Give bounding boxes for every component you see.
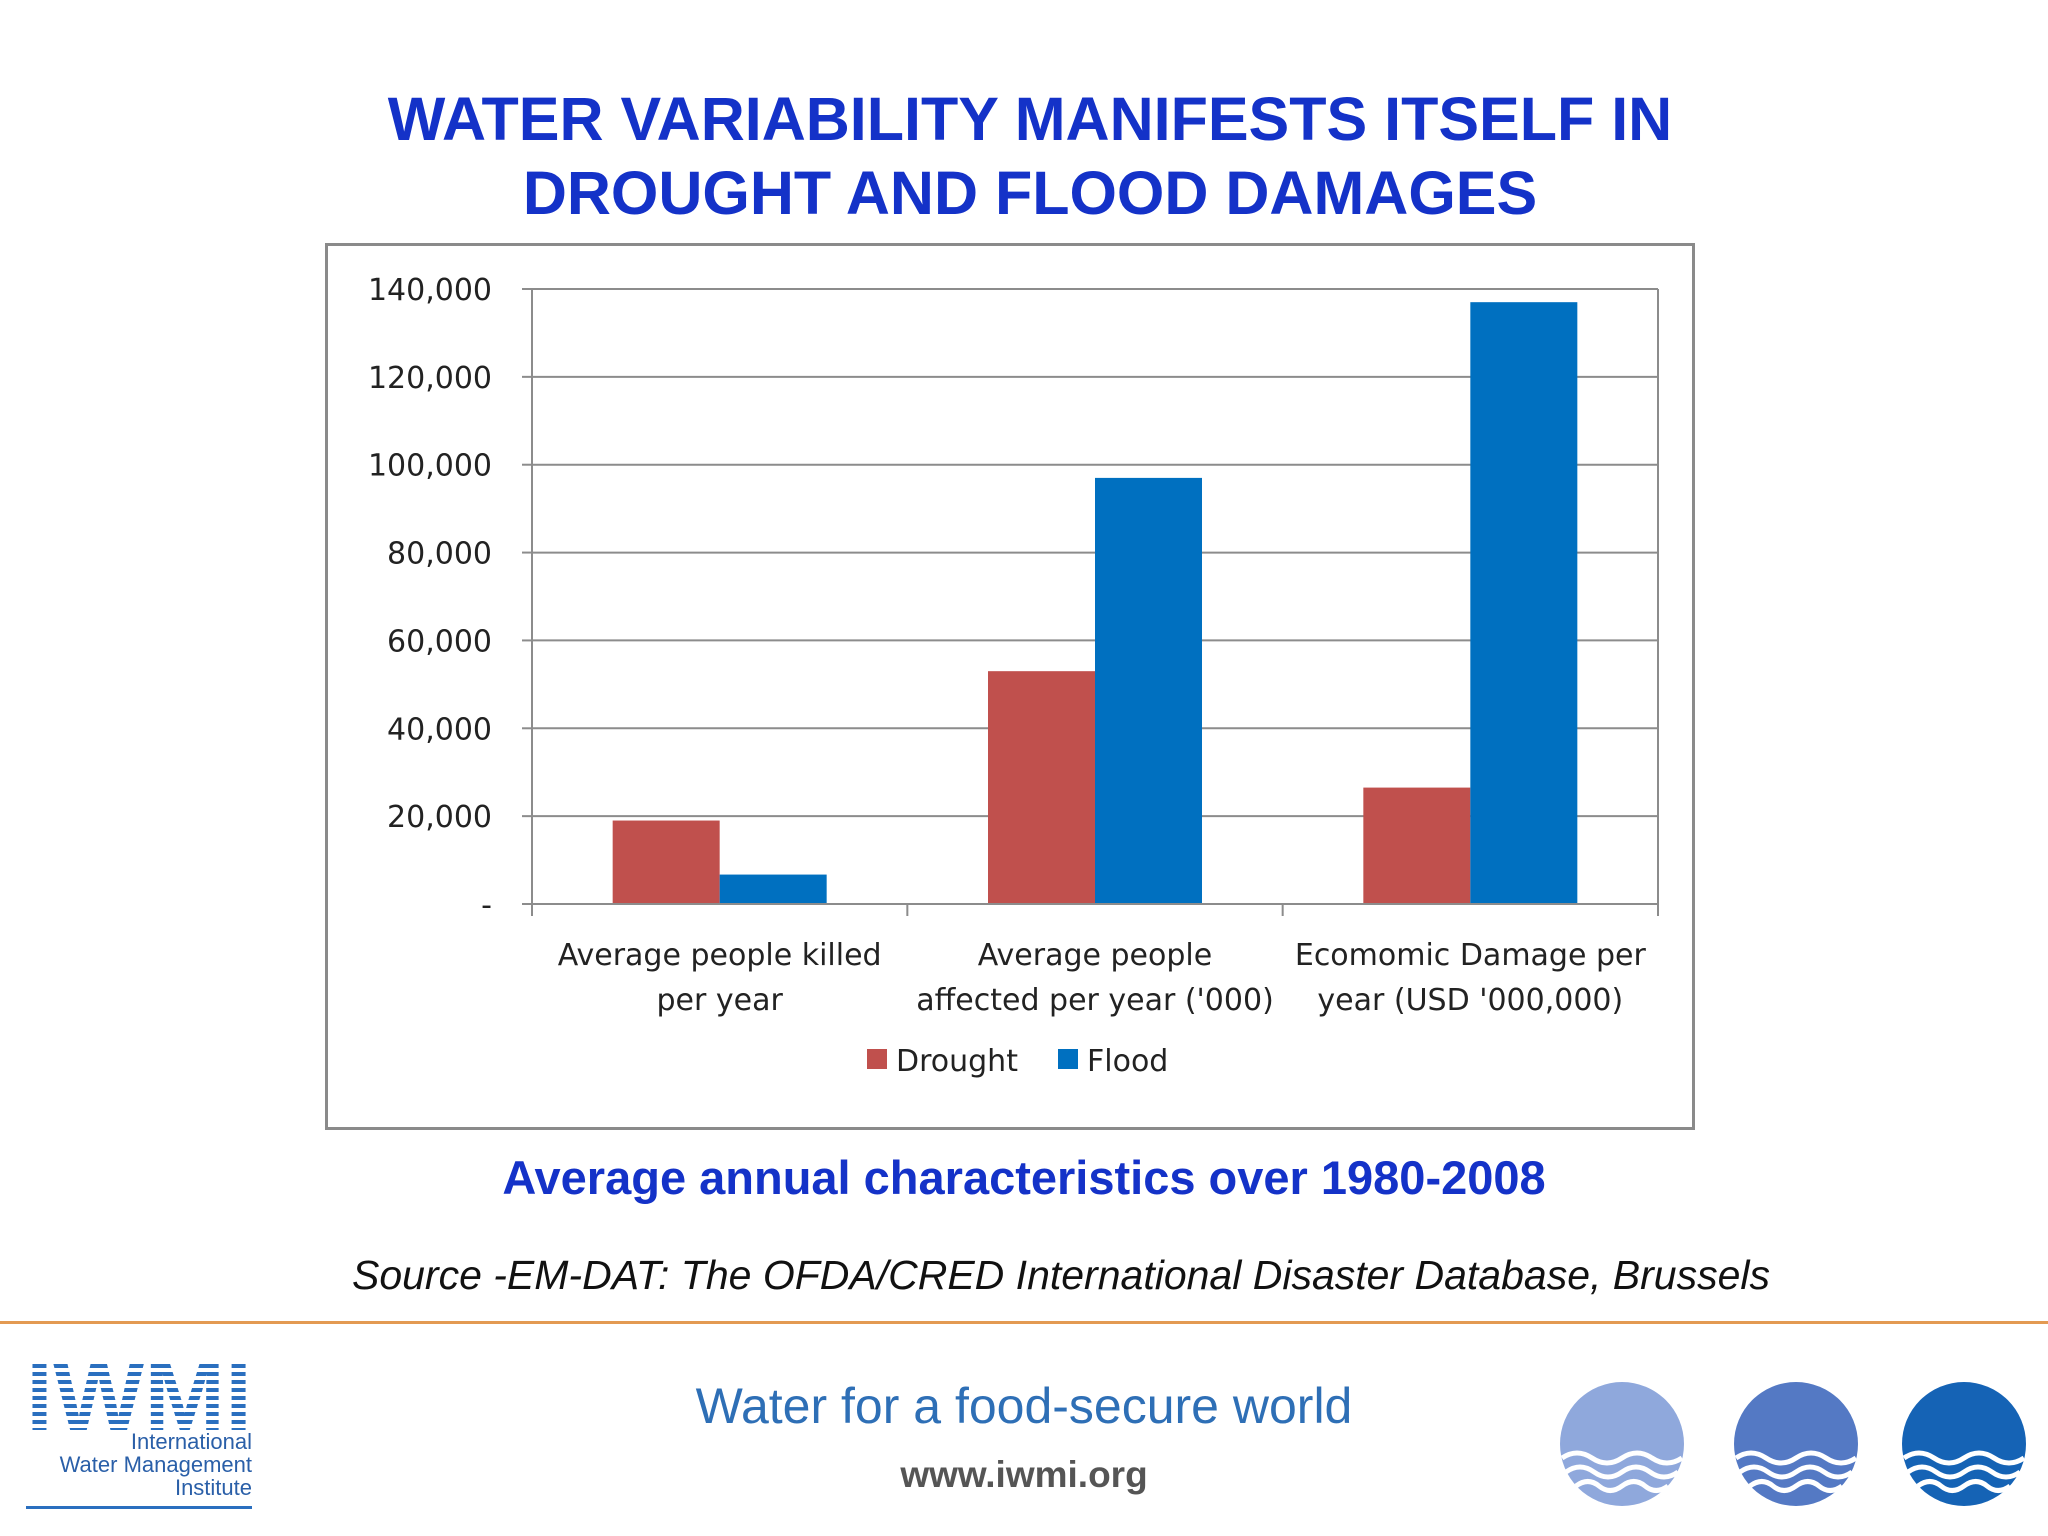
legend-swatch-drought (867, 1049, 887, 1069)
x-tick-label: Ecomomic Damage per (1295, 938, 1647, 973)
wave-globes (1560, 1382, 2026, 1506)
footer-url: www.iwmi.org (900, 1454, 1148, 1495)
x-tick-label: affected per year ('000) (916, 983, 1274, 1018)
source-citation: Source -EM-DAT: The OFDA/CRED Internatio… (351, 1252, 1770, 1298)
iwmi-logo: IWMI (26, 1348, 252, 1451)
chart-caption: Average annual characteristics over 1980… (502, 1151, 1546, 1204)
x-tick-label: year (USD '000,000) (1317, 983, 1623, 1018)
x-tick-label: per year (657, 983, 784, 1018)
footer-tagline: Water for a food-secure world (695, 1378, 1353, 1434)
wave-globe-icon-medium (1734, 1382, 1858, 1506)
y-tick-label: 100,000 (368, 449, 492, 484)
legend-swatch-flood (1058, 1049, 1078, 1069)
x-tick-label: Average people (978, 938, 1212, 973)
y-tick-label: 140,000 (368, 273, 492, 308)
logo-underline (26, 1506, 252, 1509)
bar-drought (1363, 787, 1471, 904)
slide-title-line-2: DROUGHT AND FLOOD DAMAGES (522, 159, 1538, 227)
footer-divider (0, 1321, 2048, 1324)
logo-name: International Water Management Institute (26, 1430, 252, 1499)
chart-frame: - 20,000 40,000 60,000 80,000 100,000 120,000 1… (325, 243, 1695, 1130)
logo-name-line-2: Water Management (59, 1452, 252, 1477)
y-tick-label: 120,000 (368, 361, 492, 396)
logo-wordmark: IWMI (26, 1348, 252, 1451)
x-tick-label: Average people killed (558, 938, 882, 973)
bar-flood (719, 874, 827, 904)
slide-title-line-1: WATER VARIABILITY MANIFESTS ITSELF IN (387, 85, 1673, 153)
wave-globe-icon-light (1560, 1382, 1684, 1506)
bar-flood (1470, 302, 1578, 904)
bar-drought (988, 671, 1095, 904)
bar-drought (612, 820, 720, 904)
bar-flood (1095, 477, 1202, 904)
bar-chart: - 20,000 40,000 60,000 80,000 100,000 120,000 1… (368, 273, 1659, 1079)
legend-label-drought: Drought (896, 1044, 1018, 1079)
y-tick-label: 20,000 (387, 800, 492, 835)
y-tick-label: - (481, 888, 492, 923)
logo-name-line-1: International (130, 1429, 252, 1454)
slide-title: WATER VARIABILITY MANIFESTS ITSELF IN DR… (0, 82, 2048, 230)
y-tick-label: 40,000 (387, 712, 492, 747)
wave-globe-icon-dark (1902, 1382, 2026, 1506)
legend-label-flood: Flood (1087, 1044, 1168, 1079)
logo-name-line-3: Institute (174, 1475, 252, 1500)
y-tick-label: 80,000 (387, 537, 492, 572)
y-tick-label: 60,000 (387, 624, 492, 659)
